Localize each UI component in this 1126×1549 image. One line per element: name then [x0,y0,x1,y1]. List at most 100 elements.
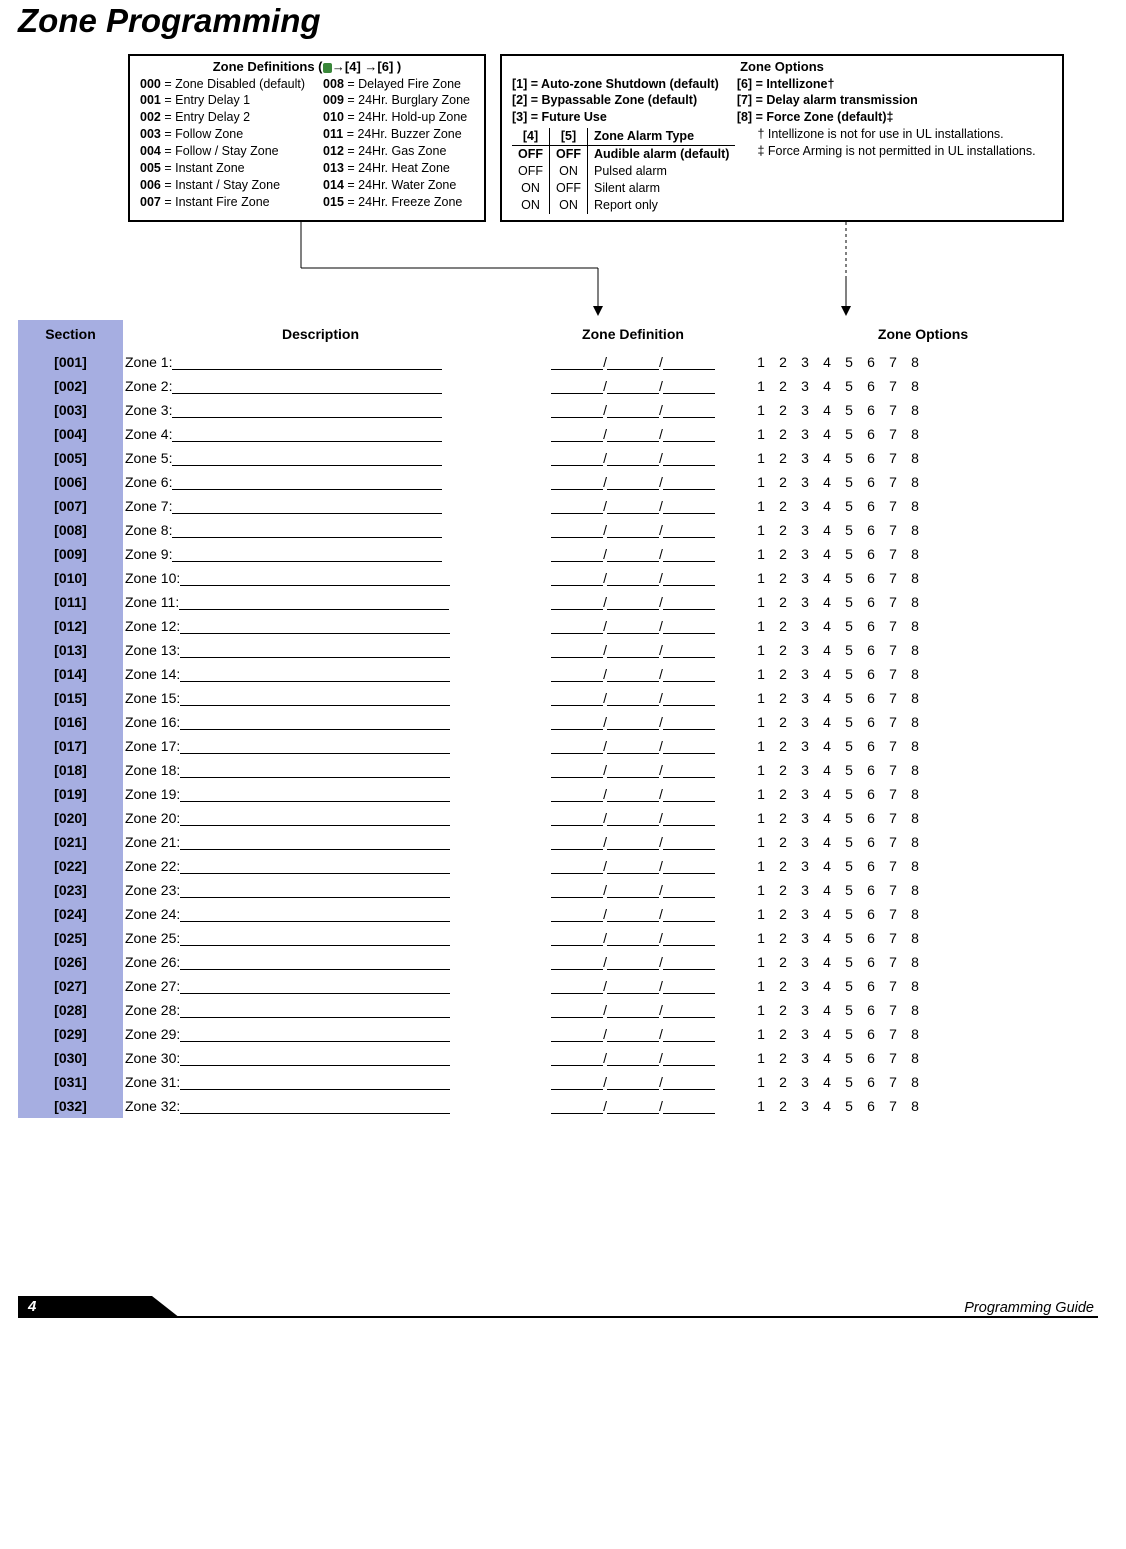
option-item: [1] = Auto-zone Shutdown (default) [512,76,719,93]
description-cell: Zone 17: [123,734,518,758]
options-cell: 12345678 [748,422,1098,446]
options-cell: 12345678 [748,1094,1098,1118]
zone-row: [016]Zone 16://12345678 [18,710,1098,734]
zone-row: [020]Zone 20://12345678 [18,806,1098,830]
zone-definitions-box: Zone Definitions ( →[4] →[6] ) 000 = Zon… [128,54,486,222]
definition-item: 009 = 24Hr. Burglary Zone [323,92,470,109]
options-cell: 12345678 [748,614,1098,638]
definition-cell: // [518,878,748,902]
options-col-right: [6] = Intellizone†[7] = Delay alarm tran… [737,76,918,127]
description-cell: Zone 16: [123,710,518,734]
options-cell: 12345678 [748,782,1098,806]
section-cell: [024] [18,902,123,926]
description-cell: Zone 6: [123,470,518,494]
description-cell: Zone 11: [123,590,518,614]
description-cell: Zone 8: [123,518,518,542]
options-cell: 12345678 [748,854,1098,878]
zone-row: [012]Zone 12://12345678 [18,614,1098,638]
section-cell: [023] [18,878,123,902]
section-cell: [016] [18,710,123,734]
description-cell: Zone 14: [123,662,518,686]
definition-item: 011 = 24Hr. Buzzer Zone [323,126,470,143]
definition-cell: // [518,422,748,446]
description-cell: Zone 2: [123,374,518,398]
zone-row: [023]Zone 23://12345678 [18,878,1098,902]
description-cell: Zone 22: [123,854,518,878]
section-cell: [020] [18,806,123,830]
definition-cell: // [518,1094,748,1118]
section-cell: [028] [18,998,123,1022]
definition-cell: // [518,782,748,806]
options-cell: 12345678 [748,806,1098,830]
definitions-col-right: 008 = Delayed Fire Zone009 = 24Hr. Burgl… [323,76,470,211]
zone-row: [009]Zone 9://12345678 [18,542,1098,566]
description-cell: Zone 15: [123,686,518,710]
footnote-line: † Intellizone is not for use in UL insta… [757,126,1035,143]
zone-row: [007]Zone 7://12345678 [18,494,1098,518]
options-cell: 12345678 [748,638,1098,662]
alarm-col5-header: [5] [550,128,588,145]
description-cell: Zone 27: [123,974,518,998]
definition-cell: // [518,374,748,398]
definition-cell: // [518,1070,748,1094]
option-item: [2] = Bypassable Zone (default) [512,92,719,109]
definition-cell: // [518,686,748,710]
zone-row: [013]Zone 13://12345678 [18,638,1098,662]
section-cell: [010] [18,566,123,590]
options-cell: 12345678 [748,1046,1098,1070]
alarm-type-row: ONONReport only [512,197,735,214]
zone-row: [001]Zone 1://12345678 [18,350,1098,374]
section-cell: [001] [18,350,123,374]
definition-cell: // [518,926,748,950]
definition-item: 012 = 24Hr. Gas Zone [323,143,470,160]
alarm-desc-header: Zone Alarm Type [588,128,736,145]
zone-row: [019]Zone 19://12345678 [18,782,1098,806]
zone-row: [011]Zone 11://12345678 [18,590,1098,614]
definition-cell: // [518,350,748,374]
section-cell: [008] [18,518,123,542]
section-cell: [003] [18,398,123,422]
definition-cell: // [518,566,748,590]
section-cell: [013] [18,638,123,662]
section-cell: [029] [18,1022,123,1046]
description-cell: Zone 3: [123,398,518,422]
description-cell: Zone 32: [123,1094,518,1118]
description-cell: Zone 7: [123,494,518,518]
zone-row: [032]Zone 32://12345678 [18,1094,1098,1118]
zone-options-box: Zone Options [1] = Auto-zone Shutdown (d… [500,54,1064,222]
description-cell: Zone 4: [123,422,518,446]
section-cell: [007] [18,494,123,518]
definition-item: 006 = Instant / Stay Zone [140,177,305,194]
options-cell: 12345678 [748,542,1098,566]
description-cell: Zone 28: [123,998,518,1022]
description-cell: Zone 18: [123,758,518,782]
definition-item: 010 = 24Hr. Hold-up Zone [323,109,470,126]
description-cell: Zone 10: [123,566,518,590]
section-cell: [018] [18,758,123,782]
definition-cell: // [518,902,748,926]
info-boxes: Zone Definitions ( →[4] →[6] ) 000 = Zon… [128,54,1098,222]
definition-cell: // [518,806,748,830]
zone-row: [014]Zone 14://12345678 [18,662,1098,686]
definition-cell: // [518,446,748,470]
definition-item: 001 = Entry Delay 1 [140,92,305,109]
zone-row: [002]Zone 2://12345678 [18,374,1098,398]
zone-definitions-title: Zone Definitions ( →[4] →[6] ) [140,58,474,76]
description-cell: Zone 19: [123,782,518,806]
options-cell: 12345678 [748,830,1098,854]
zone-row: [028]Zone 28://12345678 [18,998,1098,1022]
zone-table: Section Description Zone Definition Zone… [18,320,1098,1118]
definition-cell: // [518,854,748,878]
options-cell: 12345678 [748,494,1098,518]
section-cell: [014] [18,662,123,686]
description-cell: Zone 5: [123,446,518,470]
zone-row: [024]Zone 24://12345678 [18,902,1098,926]
description-cell: Zone 26: [123,950,518,974]
definition-cell: // [518,518,748,542]
zone-row: [008]Zone 8://12345678 [18,518,1098,542]
footer-text: Programming Guide [964,1300,1094,1316]
options-cell: 12345678 [748,566,1098,590]
zone-row: [026]Zone 26://12345678 [18,950,1098,974]
description-cell: Zone 1: [123,350,518,374]
zone-row: [005]Zone 5://12345678 [18,446,1098,470]
